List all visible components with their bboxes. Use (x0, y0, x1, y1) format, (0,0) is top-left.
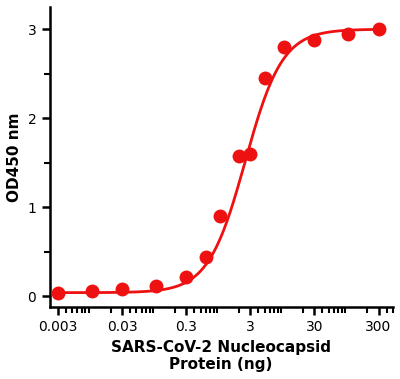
Point (217, 213, 223, 219)
Point (375, 26, 382, 32)
Point (152, 282, 159, 288)
Point (345, 31, 351, 37)
Point (247, 151, 254, 157)
Point (262, 75, 268, 81)
Point (281, 44, 287, 50)
Point (183, 274, 190, 280)
X-axis label: SARS-CoV-2 Nucleocapsid
Protein (ng): SARS-CoV-2 Nucleocapsid Protein (ng) (111, 340, 331, 372)
Y-axis label: OD450 nm: OD450 nm (7, 112, 22, 202)
Point (311, 37, 318, 43)
Point (55, 290, 61, 296)
Point (202, 254, 209, 260)
Point (236, 153, 242, 159)
Point (88, 288, 95, 294)
Point (119, 286, 126, 292)
